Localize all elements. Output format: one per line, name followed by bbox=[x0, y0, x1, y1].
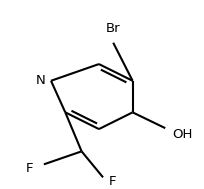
Text: N: N bbox=[36, 74, 46, 87]
Text: OH: OH bbox=[172, 128, 193, 141]
Text: F: F bbox=[109, 175, 116, 188]
Text: F: F bbox=[26, 162, 33, 175]
Text: Br: Br bbox=[106, 22, 121, 35]
